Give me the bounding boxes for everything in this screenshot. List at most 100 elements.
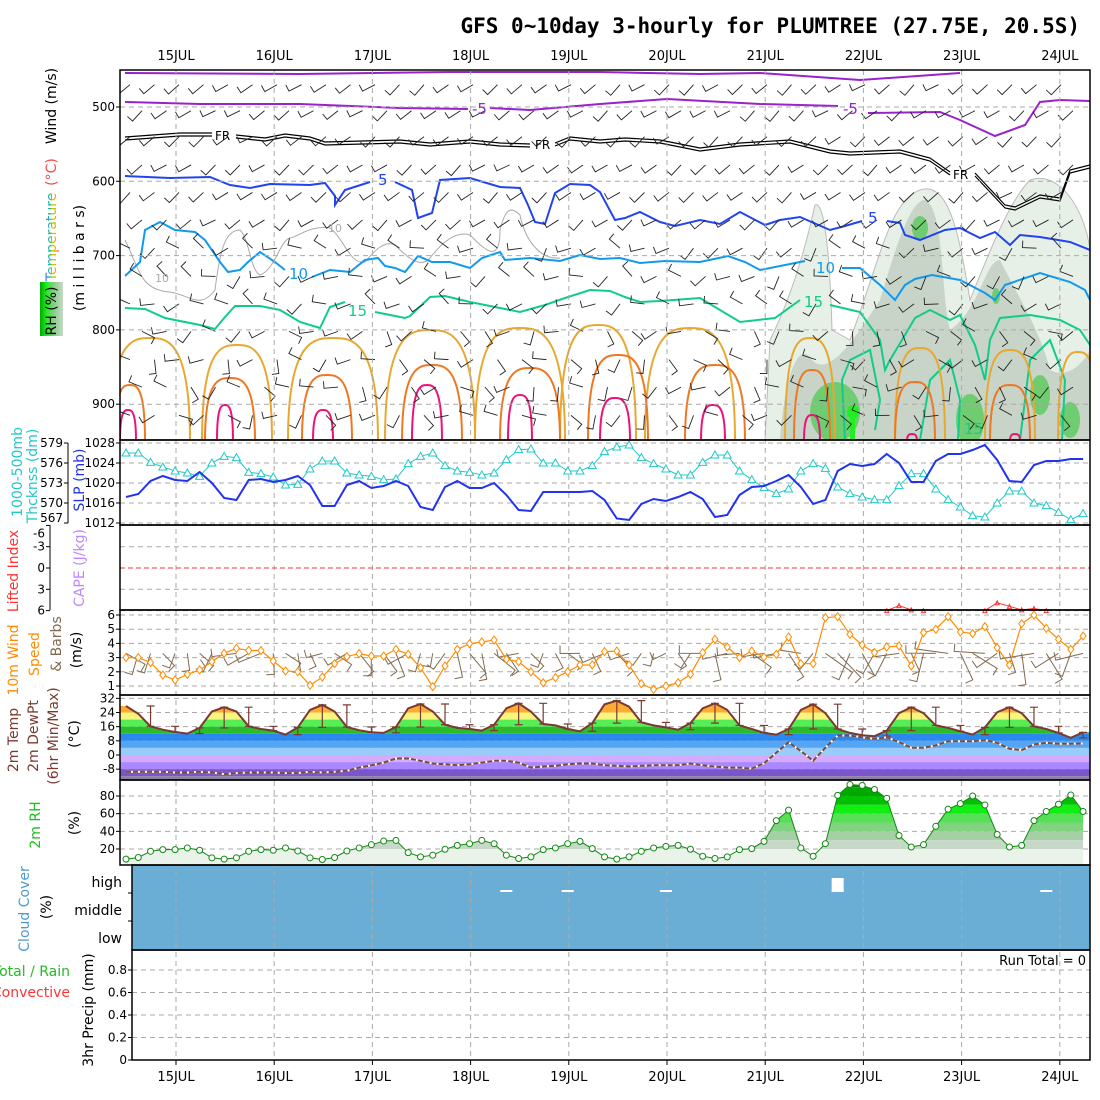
thickness-point [366, 471, 377, 480]
slp-tick-label: 1028 [84, 436, 115, 450]
rh-point [613, 855, 621, 863]
date-label-bottom: 20JUL [648, 1070, 686, 1085]
wind-barb [837, 652, 862, 684]
thickness-point [795, 465, 806, 475]
thickness-point [1065, 514, 1076, 524]
wind-barb [554, 84, 572, 92]
wind-barb [371, 164, 388, 173]
wind-barb [178, 414, 193, 427]
wind-barb [640, 110, 657, 118]
wind-barb [325, 415, 337, 431]
rh-point [527, 853, 535, 861]
thickness-point [415, 451, 426, 460]
temp-color-band [120, 776, 1090, 780]
wind-barb [199, 219, 216, 227]
wind-barb [804, 248, 817, 262]
wind-barb [287, 238, 302, 249]
wind-tick-label: 5 [107, 622, 115, 636]
li-tick-label: 3 [37, 582, 45, 596]
thickness-point [452, 465, 463, 475]
wind-speed-point [416, 662, 425, 673]
wind-barb [629, 136, 645, 148]
high-cloud-gap [1040, 890, 1053, 892]
thickness-point [329, 455, 340, 465]
wind-barb [640, 276, 657, 284]
wind-barb [212, 247, 229, 257]
wind-barb [434, 351, 449, 361]
wind-barb [559, 645, 580, 655]
wind-speed-point [613, 646, 621, 656]
wind-barb [702, 192, 719, 202]
wind-barb [308, 653, 317, 671]
contour-label-15: 15 [804, 293, 823, 311]
wind-speed-point [171, 675, 179, 685]
wind-speed-point [674, 677, 682, 688]
cloud-middle-label: middle [74, 903, 122, 919]
wind-barb [775, 359, 792, 368]
date-label-bottom: 22JUL [845, 1070, 883, 1085]
temp-minmax-bar [1079, 731, 1088, 739]
thickness-point [231, 452, 242, 462]
wind-barb [726, 247, 743, 256]
wind-barb [570, 414, 583, 430]
rh-contour-80 [301, 373, 353, 440]
rh-tick-label: 40 [100, 824, 115, 838]
wind-barb [124, 653, 139, 676]
wind-barb [364, 288, 376, 305]
wind-barb [138, 192, 155, 202]
wind-barb [778, 290, 792, 305]
thickness-point [121, 447, 131, 457]
temperature-contour [840, 338, 1067, 440]
rh-tick-label: 60 [100, 807, 115, 821]
wind-barb [534, 248, 547, 262]
wind-barb [898, 247, 915, 259]
lifted-index-label: Lifted Index [6, 530, 22, 612]
wind-barb [285, 136, 302, 146]
wind-barb [615, 164, 633, 173]
temp-minmax-bar [1005, 706, 1014, 728]
wind-barb [214, 292, 229, 305]
wind-barb [950, 331, 963, 346]
wind-barb [717, 359, 729, 375]
wind-tick-label: 6 [107, 608, 115, 622]
wind-barb [1053, 652, 1084, 661]
temp-minmax-bar [391, 726, 400, 734]
wind-barb [521, 359, 534, 374]
rh-point [220, 855, 228, 863]
wind-barb [840, 359, 855, 371]
wind-barb [800, 192, 817, 201]
wind-barb [1057, 219, 1074, 229]
rh-contour-90 [120, 408, 137, 440]
thickness-point [341, 467, 352, 477]
thickness-tick-label: 567 [40, 511, 63, 525]
wind-barb [605, 84, 621, 96]
wind-barb [617, 219, 633, 231]
wind10-panel-labels: 10m Wind Speed & Barbs (m/s) [6, 616, 85, 695]
wind-speed-point [294, 666, 302, 677]
wind-barb [812, 331, 829, 342]
wind-barb [297, 219, 314, 228]
temp-minmax-bar [342, 704, 351, 728]
wind-barb [248, 110, 265, 121]
wind-speed-point [343, 651, 351, 662]
axis-ticks: 5006007008009001028102410201016101257957… [33, 100, 1061, 1067]
date-label-bottom: 16JUL [256, 1070, 294, 1085]
temp-tick-label: 32 [100, 691, 115, 705]
wind-speed-point [465, 638, 474, 649]
temperature-contour [124, 132, 1090, 208]
wind-barb [998, 386, 1006, 404]
thickness-point [685, 469, 696, 479]
panel-precip-bg [132, 950, 1090, 1060]
wind-barb [1008, 110, 1025, 122]
wind-barb [689, 219, 706, 230]
wind-barb [120, 411, 131, 416]
contour-labels: -5 -5 FR FR FR 5 5 10 10 10 10 15 15 15 [155, 100, 983, 438]
pressure-tick-label: 900 [92, 397, 115, 411]
wind10-speed-label: Speed [27, 632, 43, 676]
wind-speed-point [515, 656, 523, 667]
wind-barb [127, 110, 143, 122]
temp-minmax-bar [293, 726, 302, 736]
pressure-tick-label: 600 [92, 174, 115, 188]
lifted-index-point [896, 602, 902, 609]
temp-minmax-bar [146, 705, 155, 727]
